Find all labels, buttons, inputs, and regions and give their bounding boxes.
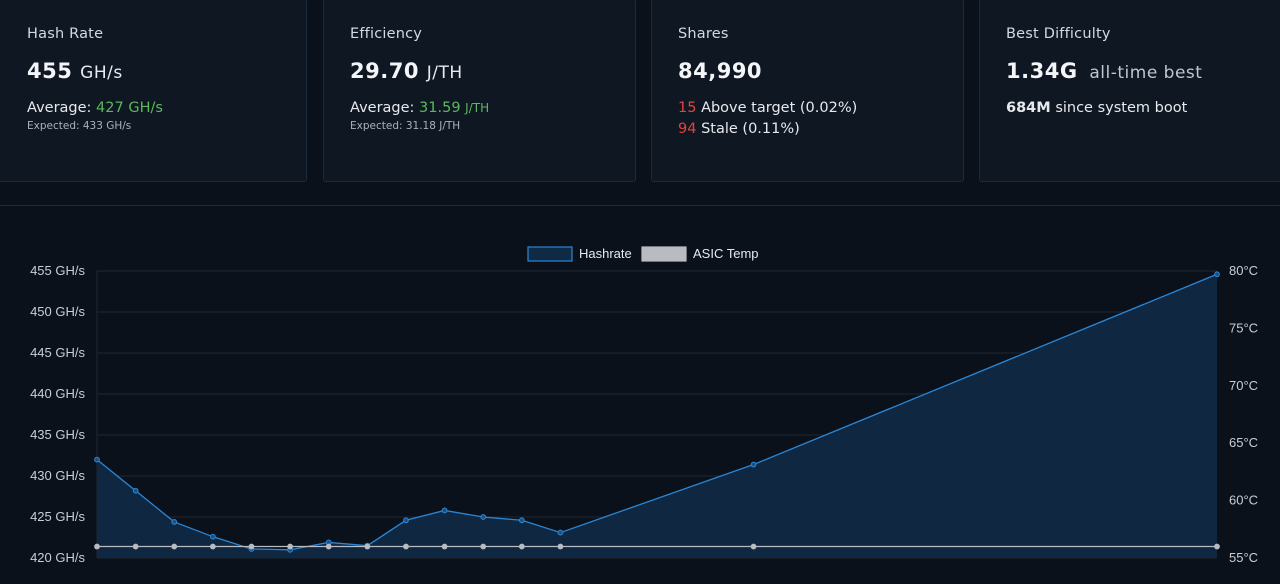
asic-temp-point (750, 543, 757, 550)
y-left-tick-label: 430 GH/s (30, 468, 85, 483)
hashrate-point (403, 517, 409, 524)
chart-panel: 455 GH/s 450 GH/s 445 GH/s 440 GH/s 435 GH/s… (0, 205, 1280, 584)
difficulty-number: 1.34G (1006, 59, 1078, 83)
hashrate-point (557, 529, 564, 536)
y-right-tick-label: 75°C (1229, 320, 1258, 335)
shares-value: 84,990 (678, 59, 763, 83)
asic-temp-point (441, 543, 448, 550)
hashrate-unit: GH/s (80, 63, 123, 83)
above-target-pct: (0.02%) (799, 100, 858, 116)
efficiency-average-number: 31.59 (419, 100, 461, 116)
legend-hashrate-swatch (527, 246, 573, 262)
hashrate-point (209, 533, 216, 540)
hashrate-chart: 455 GH/s 450 GH/s 445 GH/s 440 GH/s 435 GH/s… (30, 246, 1258, 565)
hashrate-average: Average: 427 GH/s (27, 100, 280, 116)
efficiency-unit: J/TH (426, 63, 463, 83)
hashrate-average-label: Average: (27, 100, 92, 116)
legend-temp-label: ASIC Temp (693, 246, 759, 261)
efficiency-title: Efficiency (350, 26, 423, 42)
efficiency-average-unit: J/TH (465, 101, 490, 115)
hashrate-point (750, 461, 757, 468)
asic-temp-point (209, 543, 216, 550)
efficiency-average-value: 31.59 J/TH (419, 100, 489, 116)
y-left-tick-label: 440 GH/s (30, 386, 85, 401)
boot-difficulty-label: since system boot (1055, 100, 1188, 116)
y-left-tick-label: 445 GH/s (30, 345, 85, 360)
difficulty-since-boot: 684M since system boot (1006, 100, 1263, 116)
difficulty-suffix: all-time best (1089, 63, 1203, 83)
hashrate-card: Hash Rate 455 GH/s Average: 427 GH/s Exp… (0, 0, 307, 182)
hashrate-point (171, 519, 178, 525)
shares-title: Shares (678, 26, 729, 42)
y-right-tick-label: 70°C (1229, 378, 1258, 393)
legend-temp-swatch (641, 246, 687, 262)
hashrate-number: 455 (27, 59, 73, 83)
stale-pct: (0.11%) (742, 121, 800, 137)
y-left-tick-label: 450 GH/s (30, 304, 85, 319)
above-target-count: 15 (678, 100, 697, 116)
asic-temp-point (94, 543, 100, 550)
hashrate-average-number: 427 (96, 100, 124, 116)
hashrate-point (441, 507, 448, 514)
y-right-tick-label: 60°C (1229, 493, 1258, 508)
asic-temp-point (518, 543, 525, 550)
hashrate-title: Hash Rate (27, 26, 104, 42)
hashrate-point (94, 456, 100, 463)
legend-hashrate-label: Hashrate (579, 246, 632, 261)
efficiency-value: 29.70 J/TH (350, 59, 609, 83)
asic-temp-point (364, 543, 371, 550)
hashrate-point (480, 514, 487, 520)
efficiency-card: Efficiency 29.70 J/TH Average: 31.59 J/T… (323, 0, 636, 182)
asic-temp-point (1214, 543, 1220, 550)
difficulty-card: Best Difficulty 1.34G all-time best 684M… (979, 0, 1280, 182)
difficulty-value: 1.34G all-time best (1006, 59, 1263, 83)
hashrate-value: 455 GH/s (27, 59, 280, 83)
difficulty-title: Best Difficulty (1006, 26, 1111, 42)
above-target-label: Above target (701, 100, 796, 116)
asic-temp-point (287, 543, 294, 550)
shares-card: Shares 84,990 15 Above target (0.02%) 94… (651, 0, 964, 182)
shares-stale: 94 Stale (0.11%) (678, 121, 937, 137)
asic-temp-point (171, 543, 178, 550)
hashrate-point (132, 487, 139, 494)
hashrate-average-value: 427 GH/s (96, 100, 163, 116)
stats-cards: Hash Rate 455 GH/s Average: 427 GH/s Exp… (0, 0, 1280, 183)
stale-label: Stale (701, 121, 738, 137)
hashrate-point (518, 517, 525, 524)
efficiency-average-label: Average: (350, 100, 415, 116)
asic-temp-point (557, 543, 564, 550)
hashrate-expected: Expected: 433 GH/s (27, 120, 132, 132)
y-left-tick-label: 420 GH/s (30, 550, 85, 565)
efficiency-average: Average: 31.59 J/TH (350, 100, 609, 116)
y-right-tick-label: 65°C (1229, 435, 1258, 450)
asic-temp-point (325, 543, 332, 550)
boot-difficulty-value: 684M (1006, 100, 1051, 116)
asic-temp-point (403, 543, 409, 550)
stale-count: 94 (678, 121, 697, 137)
y-left-tick-label: 425 GH/s (30, 509, 85, 524)
asic-temp-point (248, 543, 255, 550)
hashrate-area (97, 274, 1217, 558)
efficiency-expected: Expected: 31.18 J/TH (350, 120, 461, 132)
hashrate-average-unit: GH/s (128, 100, 163, 116)
hashrate-point (1214, 271, 1220, 278)
asic-temp-point (132, 543, 139, 550)
y-left-tick-label: 455 GH/s (30, 263, 85, 278)
efficiency-number: 29.70 (350, 59, 419, 83)
y-left-tick-label: 435 GH/s (30, 427, 85, 442)
shares-above-target: 15 Above target (0.02%) (678, 100, 937, 116)
y-right-tick-label: 55°C (1229, 550, 1258, 565)
asic-temp-point (480, 543, 487, 550)
y-right-tick-label: 80°C (1229, 263, 1258, 278)
